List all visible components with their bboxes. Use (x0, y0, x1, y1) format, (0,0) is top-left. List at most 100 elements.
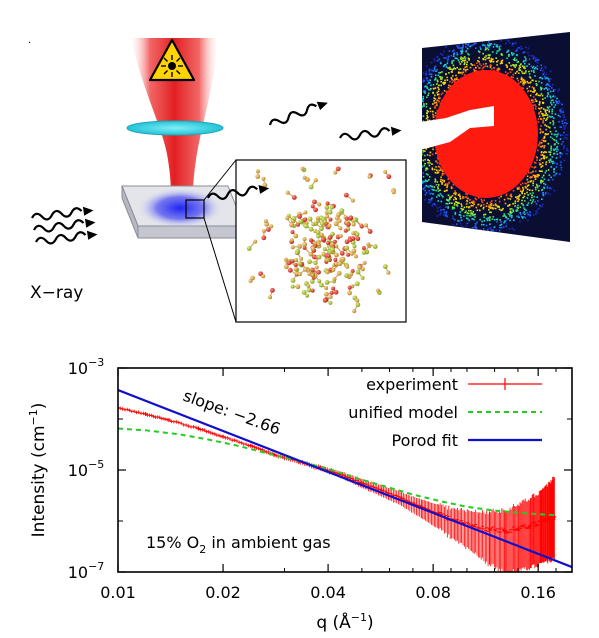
speckle-dot (430, 185, 433, 188)
speckle-dot (556, 163, 558, 165)
speckle-dot (528, 171, 530, 174)
speckle-dot (412, 173, 414, 175)
speckle-dot (454, 218, 456, 221)
speckle-dot (417, 122, 419, 124)
speckle-dot (438, 72, 440, 74)
speckle-dot (550, 133, 553, 135)
speckle-dot (547, 107, 550, 109)
speckle-dot (488, 59, 491, 62)
speckle-dot (471, 44, 474, 46)
speckle-dot (543, 136, 546, 138)
speckle-dot (479, 39, 482, 42)
speckle-dot (458, 213, 461, 216)
speckle-dot (415, 148, 417, 150)
speckle-dot (425, 117, 428, 120)
speckle-dot (505, 73, 508, 76)
speckle-dot (499, 224, 502, 227)
speckle-dot (553, 106, 555, 108)
speckle-dot (462, 45, 464, 47)
speckle-dot (440, 84, 442, 87)
particle-atom (344, 273, 349, 278)
speckle-dot (543, 187, 546, 189)
speckle-dot (534, 89, 536, 92)
speckle-dot (440, 194, 443, 197)
speckle-dot (493, 226, 496, 229)
speckle-dot (475, 228, 477, 230)
speckle-dot (541, 161, 544, 164)
speckle-dot (420, 78, 422, 80)
particle-atom (295, 284, 301, 290)
speckle-dot (563, 128, 566, 130)
speckle-dot (439, 163, 441, 165)
speckle-dot (539, 118, 542, 120)
speckle-dot (547, 93, 550, 95)
speckle-dot (417, 159, 419, 161)
speckle-dot (513, 219, 515, 222)
particle-atom (310, 204, 315, 209)
speckle-dot (555, 100, 557, 102)
particle-atom (391, 190, 396, 195)
speckle-dot (549, 153, 552, 156)
speckle-dot (482, 230, 485, 232)
speckle-dot (409, 145, 411, 147)
speckle-dot (439, 193, 442, 195)
speckle-dot (552, 120, 554, 122)
incoming-xray-waves (30, 206, 98, 247)
speckle-dot (430, 87, 432, 90)
particle-atom (323, 291, 329, 297)
speckle-dot (512, 189, 515, 192)
particle-atom (313, 207, 318, 213)
speckle-dot (414, 133, 416, 135)
speckle-dot (432, 103, 434, 105)
speckle-dot (418, 182, 420, 184)
speckle-dot (507, 49, 510, 52)
speckle-dot (541, 139, 543, 141)
speckle-dot (473, 64, 476, 66)
speckle-dot (428, 201, 431, 204)
speckle-dot (474, 225, 477, 227)
speckle-dot (548, 159, 550, 162)
wavy-arrow-icon (338, 126, 392, 143)
speckle-dot (454, 57, 457, 60)
speckle-dot (413, 153, 415, 155)
particle-atom (324, 205, 330, 210)
xray-label: X−ray (30, 283, 83, 303)
speckle-dot (490, 59, 493, 62)
speckle-dot (560, 126, 562, 129)
speckle-dot (429, 79, 432, 81)
speckle-dot (542, 174, 545, 177)
particle-atom (290, 230, 295, 235)
speckle-dot (486, 202, 489, 205)
corner-mark: · (28, 38, 31, 49)
speckle-dot (440, 80, 443, 83)
speckle-dot (556, 146, 558, 148)
speckle-dot (520, 213, 522, 216)
speckle-dot (422, 78, 425, 81)
particle-atom (322, 297, 328, 303)
speckle-dot (477, 203, 480, 206)
speckle-dot (465, 50, 467, 53)
speckle-dot (414, 101, 416, 103)
particle-atom (350, 269, 355, 274)
speckle-dot (486, 38, 488, 41)
speckle-dot (553, 168, 555, 171)
speckle-dot (482, 206, 485, 209)
speckle-dot (536, 186, 539, 189)
speckle-dot (541, 94, 544, 97)
speckle-dot (432, 119, 435, 121)
particle-atom (293, 233, 299, 239)
speckle-dot (451, 71, 453, 73)
speckle-dot (548, 110, 551, 113)
speckle-dot (452, 224, 454, 226)
particle-atom (316, 269, 321, 275)
speckle-dot (516, 186, 519, 189)
speckle-dot (459, 197, 462, 200)
speckle-dot (551, 178, 554, 181)
particle-atom (327, 209, 333, 215)
speckle-dot (517, 79, 519, 82)
particle-atom (324, 286, 329, 291)
speckle-dot (537, 59, 540, 61)
speckle-dot (422, 95, 425, 98)
speckle-dot (539, 101, 541, 103)
